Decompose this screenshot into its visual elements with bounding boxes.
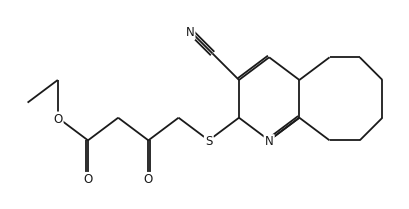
Text: N: N <box>264 135 273 148</box>
Text: S: S <box>204 135 212 148</box>
Text: N: N <box>185 26 194 39</box>
Text: O: O <box>53 113 62 126</box>
Text: O: O <box>144 173 153 186</box>
Text: O: O <box>83 173 92 186</box>
